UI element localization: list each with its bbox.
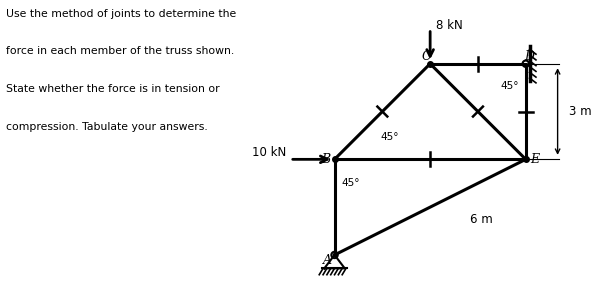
Text: State whether the force is in tension or: State whether the force is in tension or (6, 84, 219, 94)
Text: 8 kN: 8 kN (436, 19, 463, 32)
Text: 3 m: 3 m (569, 105, 591, 118)
Text: E: E (530, 153, 539, 166)
Text: compression. Tabulate your answers.: compression. Tabulate your answers. (6, 122, 208, 132)
Text: B: B (321, 153, 330, 166)
Text: D: D (524, 50, 534, 63)
Text: 6 m: 6 m (470, 213, 493, 226)
Text: Use the method of joints to determine the: Use the method of joints to determine th… (6, 9, 236, 19)
Text: A: A (323, 254, 332, 267)
Text: 45°: 45° (381, 132, 399, 142)
Circle shape (333, 254, 336, 256)
Text: C: C (422, 50, 431, 63)
Text: 45°: 45° (500, 81, 519, 91)
Text: force in each member of the truss shown.: force in each member of the truss shown. (6, 46, 234, 56)
Text: 45°: 45° (342, 178, 360, 188)
Text: 10 kN: 10 kN (253, 146, 287, 159)
